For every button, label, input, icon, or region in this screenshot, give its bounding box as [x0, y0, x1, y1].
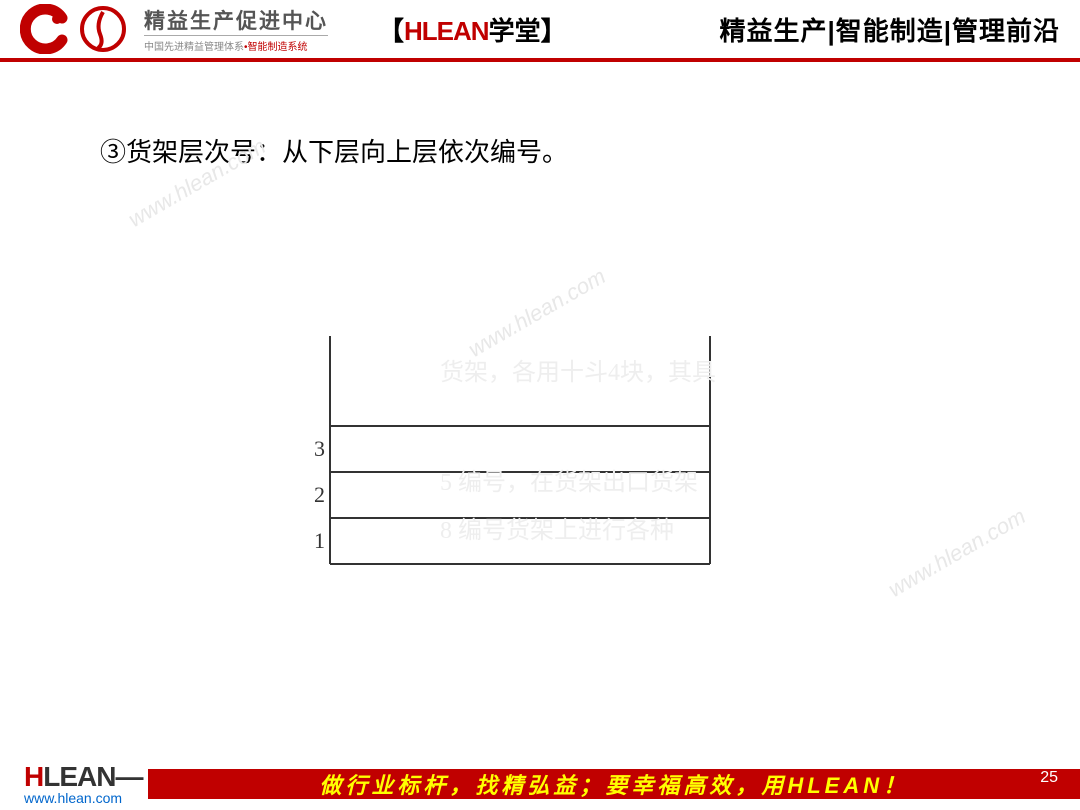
shelf-level-1: 1 — [314, 528, 325, 553]
page-number: 25 — [1040, 769, 1058, 787]
logo-subtitle: 中国先进精益管理体系•智能制造系统 — [144, 35, 328, 53]
footer-logo: HLEAN— www.hlean.com — [0, 763, 142, 805]
logo-circle-icon — [78, 4, 128, 54]
logo-text: 精益生产促进中心 中国先进精益管理体系•智能制造系统 — [144, 5, 328, 53]
header-bar: 精益生产促进中心 中国先进精益管理体系•智能制造系统 【HLEAN学堂】 精益生… — [0, 0, 1080, 62]
header-tagline: 精益生产|智能制造|管理前沿 — [719, 11, 1060, 48]
footer-bar: 做行业标杆，找精弘益；要幸福高效，用HLEAN！ 25 — [148, 769, 1080, 799]
watermark: www.hlean.com — [884, 503, 1030, 603]
footer-url[interactable]: www.hlean.com — [24, 791, 142, 805]
shelf-level-3: 3 — [314, 436, 325, 461]
footer-logo-text: HLEAN— — [24, 763, 142, 791]
footer-slogan: 做行业标杆，找精弘益；要幸福高效，用HLEAN！ — [319, 768, 909, 800]
section-heading: ③货架层次号：从下层向上层依次编号。 — [100, 132, 980, 169]
logo-c-icon — [20, 4, 70, 54]
header-brand: 【HLEAN学堂】 — [378, 11, 567, 48]
content-area: ③货架层次号：从下层向上层依次编号。 — [0, 62, 1080, 169]
logo-title: 精益生产促进中心 — [144, 5, 328, 35]
footer: HLEAN— www.hlean.com 做行业标杆，找精弘益；要幸福高效，用H… — [0, 758, 1080, 810]
shelf-diagram: 3 2 1 — [290, 326, 730, 576]
shelf-level-2: 2 — [314, 482, 325, 507]
logo-area: 精益生产促进中心 中国先进精益管理体系•智能制造系统 — [20, 4, 328, 54]
